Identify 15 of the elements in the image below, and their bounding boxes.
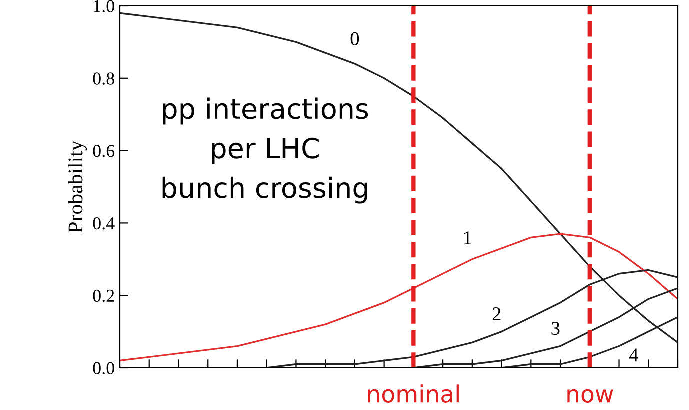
y-tick-label: 0.0 [93,362,114,375]
y-tick-label: 0.8 [93,72,114,85]
y-tick-label: 0.4 [93,217,115,230]
x-tick-label: now [568,389,614,403]
y-tick-label: 1.0 [94,0,114,13]
y-tick-label: 0.2 [93,290,114,302]
y-tick-label: 0.6 [93,145,115,158]
series-label: 1 [464,232,472,244]
series-label: 4 [629,348,639,362]
annotation: pp interactions per LHC bunch crossing [162,98,368,204]
y-axis-title: Probability [68,140,88,233]
x-tick-label: nominal [368,384,459,403]
series-label: 0 [350,32,360,46]
series-label: 2 [492,308,501,320]
series-label: 3 [552,322,560,336]
